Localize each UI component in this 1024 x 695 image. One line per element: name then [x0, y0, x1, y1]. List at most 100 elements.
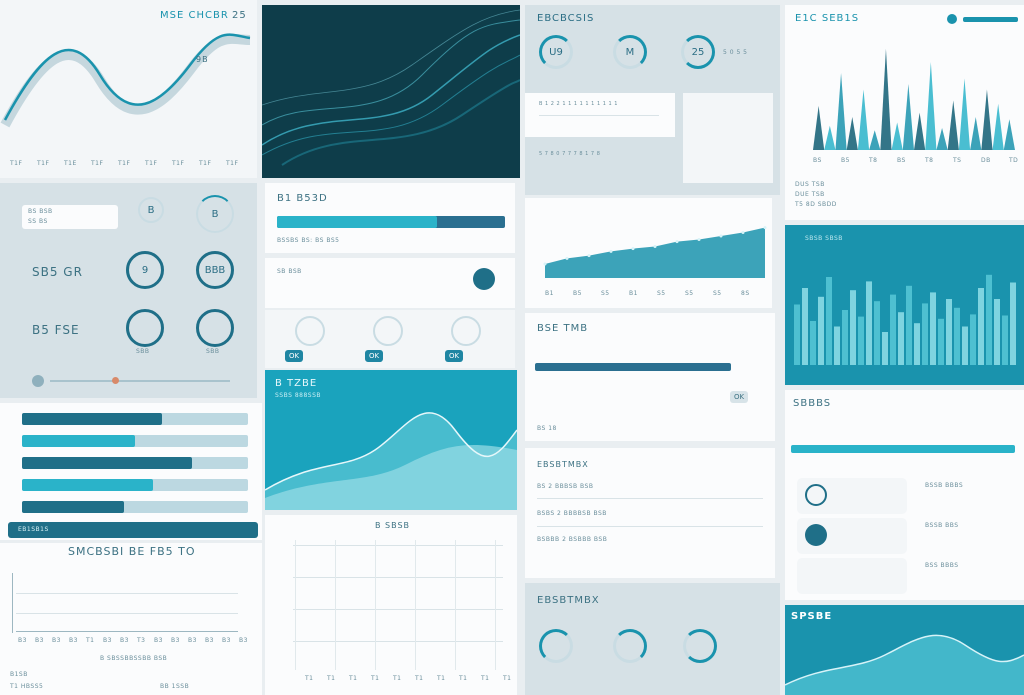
panel-f-title: B1 B53D	[277, 193, 328, 204]
x-tick-label: TD	[1009, 157, 1019, 164]
teal-bar	[898, 312, 904, 365]
dark-wave-art	[262, 9, 520, 166]
x-tick-label: T1E	[64, 160, 77, 167]
spike-bar	[891, 122, 903, 150]
mini-button-1[interactable]: OK	[285, 350, 304, 362]
card-2-icon	[805, 524, 827, 546]
x-tick-label: T1	[437, 675, 446, 682]
card-2[interactable]	[797, 518, 907, 554]
x-tick-label: B3	[239, 637, 248, 644]
panel-k-footer-2: T1 HBSS5	[10, 683, 44, 690]
x-tick-label: T1F	[145, 160, 158, 167]
mini-ring-3	[451, 316, 481, 346]
teal-bar	[970, 314, 976, 365]
toggle-dot-icon[interactable]	[947, 14, 957, 24]
panel-p-title: SPSBE	[791, 611, 833, 622]
spike-bar	[869, 130, 881, 150]
mini-ring-1	[295, 316, 325, 346]
panel-area-chart: B1 B5 S5 B1 S5 S5 S5 8S	[525, 198, 772, 308]
slider-track[interactable]	[50, 380, 230, 382]
x-tick-label: BS	[897, 157, 906, 164]
panel-k-footer-3: BB 1SSB	[160, 683, 190, 690]
x-tick-label: T1	[481, 675, 490, 682]
x-tick-label: B3	[205, 637, 214, 644]
panel-m-row-1: BS 2 BBBSB BSB	[537, 483, 594, 490]
mini-button-2[interactable]: OK	[365, 350, 384, 362]
area-point	[609, 249, 613, 253]
ring-metric-1: U9	[539, 35, 573, 69]
teal-bar	[858, 316, 864, 365]
x-tick-label: TS	[953, 157, 962, 164]
x-tick-label: T1	[305, 675, 314, 682]
toggle-knob[interactable]	[473, 268, 495, 290]
panel-mini-rings: OK OK OK	[265, 310, 515, 368]
footer-ring-2	[613, 629, 647, 663]
x-tick-label: B1	[545, 290, 554, 297]
input-2-text: SS BS	[28, 218, 48, 225]
panel-h-button[interactable]: OK	[730, 391, 749, 403]
panel-e-row-2: B5 FSE	[32, 323, 80, 337]
teal-bar	[850, 290, 856, 365]
teal-bar	[794, 304, 800, 365]
panel-axis-chart: SMCBSBI BE FB5 TO B3 B3 B3 B3 T1 B3 B3 T3 B3 B3 B3…	[0, 543, 262, 695]
spike-bar	[813, 106, 825, 150]
hbar-footer-bar: EB1SB1S	[8, 522, 258, 538]
mini-button-3[interactable]: OK	[445, 350, 464, 362]
area-point	[763, 226, 767, 230]
card-1[interactable]	[797, 478, 907, 514]
teal-bar	[802, 288, 808, 365]
input-1-text: BS BSB	[28, 208, 53, 215]
panel-c-side-card	[683, 93, 773, 183]
spike-bar	[880, 48, 892, 150]
panel-o-title: SBBBS	[793, 398, 832, 409]
teal-bar	[890, 294, 896, 365]
x-tick-label: T1	[503, 675, 512, 682]
bottom-wave-chart	[785, 634, 1024, 695]
panel-d-row-3: T5 8D SBDD	[795, 201, 837, 208]
teal-bar	[986, 274, 992, 365]
spike-bar	[1003, 119, 1015, 150]
x-tick-label: 8S	[741, 290, 750, 297]
area-point	[587, 254, 591, 258]
spike-bar	[914, 112, 926, 150]
panel-n-title: EBSBTMBX	[537, 595, 600, 606]
panel-a-title: MSE CHCBR	[160, 10, 229, 21]
card-3[interactable]	[797, 558, 907, 594]
ring-small-1: B	[138, 197, 164, 223]
x-tick-label: B5	[841, 157, 850, 164]
area-point	[719, 234, 723, 238]
slider-marker[interactable]	[112, 377, 119, 384]
panel-c-label: 5 0 5 5	[723, 49, 748, 56]
teal-bar	[874, 301, 880, 365]
panel-o-progress	[791, 445, 1015, 453]
ring-small-2: B	[196, 195, 234, 233]
panel-q-title: SBSB SBSB	[805, 235, 843, 242]
panel-grid-chart: B SBSB T1 T1 T1 T1 T1 T1 T1 T1 T1 T1	[265, 515, 517, 695]
teal-wave-chart	[265, 412, 517, 510]
panel-f-row-3: SB BSB	[277, 268, 302, 275]
panel-rings-summary: EBCBCSIS U9 M 25 5 0 5 5 B 1 2 2 1 1 1 1…	[525, 5, 780, 195]
panel-bottom-wave: SPSBE	[785, 605, 1024, 695]
spike-bar	[992, 103, 1004, 150]
grid-line	[16, 593, 238, 594]
teal-bar	[962, 326, 968, 365]
hbar	[22, 435, 248, 447]
grid-line	[295, 540, 296, 670]
x-tick-label: S5	[685, 290, 694, 297]
spike-bar	[835, 73, 847, 150]
panel-dark-waves	[262, 5, 520, 178]
input-1[interactable]: BS BSB SS BS	[22, 205, 118, 229]
x-tick-label: B3	[222, 637, 231, 644]
x-tick-label: T1	[393, 675, 402, 682]
panel-k-title: SMCBSBI BE FB5 TO	[68, 545, 196, 558]
area-point	[697, 238, 701, 241]
footer-ring-3	[683, 629, 717, 663]
slider-handle[interactable]	[32, 375, 44, 387]
x-tick-label: T1F	[172, 160, 185, 167]
x-tick-label: T1	[459, 675, 468, 682]
panel-i-title: EB1SB1S	[18, 526, 49, 533]
spike-bar	[936, 128, 948, 150]
x-tick-label: T1F	[10, 160, 23, 167]
panel-e-row-1: SB5 GR	[32, 265, 83, 279]
